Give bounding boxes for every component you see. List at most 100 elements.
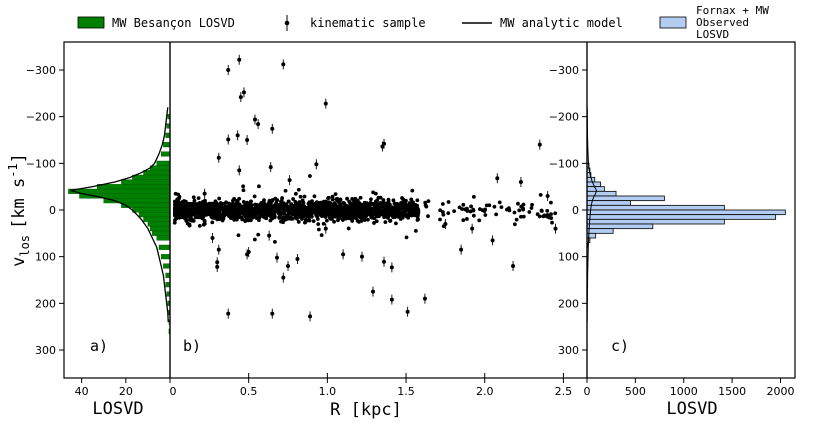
kinematic-point bbox=[242, 211, 247, 216]
kinematic-point bbox=[250, 212, 255, 217]
kinematic-point bbox=[241, 188, 246, 193]
besancon-bar bbox=[149, 165, 171, 171]
analytic-model-line bbox=[70, 107, 169, 323]
legend-fornax-line3: LOSVD bbox=[696, 28, 729, 41]
y-tick-label: 100 bbox=[35, 251, 56, 264]
kinematic-point bbox=[199, 213, 204, 217]
kinematic-point bbox=[323, 226, 328, 231]
kinematic-point bbox=[236, 233, 241, 238]
kinematic-point bbox=[497, 200, 502, 205]
kinematic-point bbox=[300, 217, 304, 221]
kinematic-point bbox=[248, 209, 253, 214]
kinematic-point bbox=[329, 208, 334, 213]
kinematic-point bbox=[405, 309, 410, 314]
kinematic-point bbox=[230, 215, 235, 220]
y-axis-label-sub: los bbox=[18, 235, 32, 257]
kinematic-point bbox=[333, 192, 338, 197]
kinematic-point bbox=[512, 222, 517, 227]
kinematic-point bbox=[468, 209, 473, 214]
kinematic-point bbox=[221, 216, 226, 221]
kinematic-point bbox=[185, 221, 190, 226]
kinematic-point bbox=[416, 217, 420, 222]
kinematic-point bbox=[345, 210, 349, 215]
kinematic-point bbox=[235, 133, 240, 138]
kinematic-point bbox=[254, 216, 259, 220]
kinematic-point bbox=[192, 198, 197, 203]
kinematic-point bbox=[483, 213, 488, 217]
kinematic-point bbox=[422, 296, 427, 301]
kinematic-point bbox=[461, 202, 466, 207]
y-axis-label-v: v bbox=[9, 257, 29, 267]
kinematic-point bbox=[209, 214, 214, 219]
kinematic-point bbox=[548, 200, 553, 205]
kinematic-point bbox=[241, 184, 246, 189]
kinematic-point bbox=[236, 202, 241, 206]
kinematic-point bbox=[350, 196, 355, 201]
panel-c-label: c) bbox=[611, 337, 629, 355]
panel-a-label: a) bbox=[90, 337, 108, 355]
kinematic-point bbox=[193, 203, 198, 208]
legend-besancon-label: MW Besançon LOSVD bbox=[112, 16, 235, 30]
kinematic-point bbox=[366, 217, 370, 222]
kinematic-point bbox=[402, 205, 406, 210]
y-tick-label-c: −200 bbox=[549, 111, 579, 124]
kinematic-point bbox=[372, 221, 376, 225]
kinematic-point bbox=[204, 212, 209, 217]
kinematic-point bbox=[267, 233, 272, 238]
kinematic-point bbox=[471, 213, 476, 218]
kinematic-point bbox=[350, 219, 355, 223]
kinematic-point bbox=[218, 206, 223, 211]
kinematic-point bbox=[281, 201, 286, 206]
kinematic-point bbox=[529, 206, 534, 210]
kinematic-point bbox=[465, 209, 470, 213]
kinematic-point bbox=[359, 254, 364, 259]
kinematic-point bbox=[391, 209, 396, 214]
kinematic-point bbox=[279, 210, 284, 215]
kinematic-point bbox=[375, 213, 380, 217]
kinematic-point bbox=[370, 213, 375, 217]
kinematic-point bbox=[211, 201, 215, 206]
kinematic-point bbox=[309, 205, 314, 209]
kinematic-point bbox=[257, 207, 261, 211]
x-tick-label-b: 2.0 bbox=[476, 385, 494, 398]
kinematic-point bbox=[256, 122, 261, 127]
kinematic-point bbox=[249, 215, 254, 220]
kinematic-point bbox=[275, 198, 280, 203]
kinematic-point bbox=[459, 247, 464, 252]
kinematic-point bbox=[319, 233, 324, 238]
observed-bar bbox=[586, 190, 617, 197]
kinematic-point bbox=[245, 201, 249, 206]
kinematic-point bbox=[346, 226, 351, 231]
kinematic-point bbox=[320, 208, 325, 212]
kinematic-point bbox=[243, 204, 248, 209]
kinematic-point bbox=[270, 126, 275, 131]
kinematic-point bbox=[382, 259, 387, 264]
kinematic-point bbox=[441, 212, 446, 217]
y-tick-label-c: 0 bbox=[572, 204, 579, 217]
kinematic-point bbox=[293, 199, 298, 204]
kinematic-point bbox=[252, 194, 257, 199]
kinematic-point bbox=[499, 205, 504, 210]
kinematic-point bbox=[213, 211, 217, 216]
kinematic-point bbox=[202, 191, 207, 196]
legend-kinematic-marker bbox=[284, 15, 290, 31]
kinematic-point bbox=[378, 212, 383, 217]
kinematic-point bbox=[517, 208, 522, 213]
kinematic-point bbox=[527, 210, 532, 214]
kinematic-point bbox=[244, 209, 249, 214]
observed-bar bbox=[586, 195, 665, 202]
kinematic-point bbox=[323, 101, 328, 106]
kinematic-point bbox=[336, 218, 340, 223]
kinematic-point bbox=[262, 198, 266, 203]
kinematic-point bbox=[252, 117, 257, 122]
kinematic-point bbox=[272, 215, 277, 220]
kinematic-point bbox=[326, 196, 331, 200]
kinematic-point bbox=[286, 264, 291, 268]
kinematic-point bbox=[279, 198, 284, 203]
kinematic-point bbox=[341, 212, 346, 217]
kinematic-point bbox=[300, 205, 304, 209]
kinematic-point bbox=[519, 214, 523, 219]
kinematic-point bbox=[368, 200, 373, 205]
kinematic-point bbox=[177, 196, 182, 201]
